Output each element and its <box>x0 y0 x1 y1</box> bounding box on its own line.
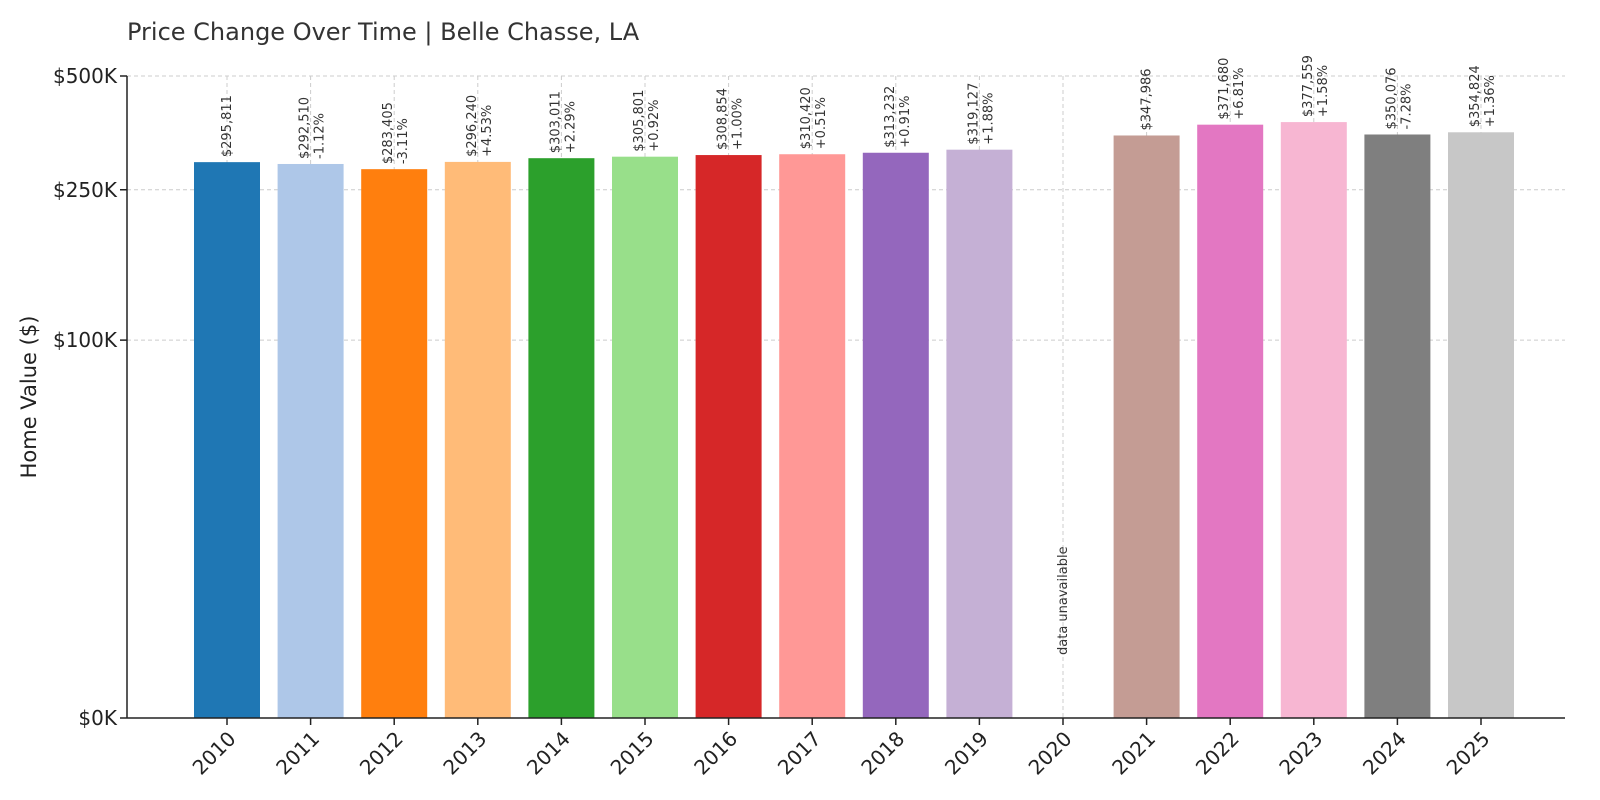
bar-label-group: $296,240 +4.53% <box>465 95 495 157</box>
x-tick-label: 2017 <box>773 727 826 780</box>
axes <box>126 76 1565 719</box>
y-tick-label: $100K <box>53 328 118 352</box>
change-label: -3.11% <box>396 118 411 164</box>
value-label: $354,824 <box>1468 65 1483 127</box>
bar-label-group: $377,559 +1.58% <box>1301 55 1331 117</box>
x-ticks: 2010 2011 2012 2013 2014 2015 2016 2017 2018 2019… <box>188 718 1495 780</box>
bar-2025 <box>1448 132 1514 718</box>
bar-2012 <box>361 169 428 718</box>
change-label: +2.29% <box>563 101 578 153</box>
bar-2019 <box>946 149 1013 719</box>
value-label: $292,510 <box>298 97 313 159</box>
bar-label-group: $295,811 <box>220 95 235 157</box>
change-label: +0.51% <box>814 97 829 149</box>
bar-2023 <box>1280 122 1347 718</box>
value-label: $347,986 <box>1140 68 1155 130</box>
bar-2021 <box>1113 135 1180 719</box>
change-label: +1.00% <box>731 98 746 150</box>
bar-label-group: $371,680 +6.81% <box>1217 58 1247 120</box>
x-tick-label: 2023 <box>1274 727 1327 780</box>
bar-label-group: $305,801 +0.92% <box>632 90 662 152</box>
missing-data-label: data unavailable <box>1056 546 1071 655</box>
bar-2022 <box>1197 124 1264 719</box>
x-tick-label: 2013 <box>438 727 491 780</box>
y-tick-label: $250K <box>53 178 118 202</box>
y-axis-label: Home Value ($) <box>17 316 41 479</box>
missing-label-group: data unavailable <box>1056 546 1071 655</box>
bar-label-group: $319,127 +1.88% <box>966 83 996 145</box>
bar-label-group: $303,011 +2.29% <box>548 91 578 153</box>
value-label: $319,127 <box>966 83 981 145</box>
value-label: $295,811 <box>220 95 235 157</box>
x-tick-label: 2014 <box>522 727 575 780</box>
change-label: -7.28% <box>1399 83 1414 129</box>
x-tick-label: 2020 <box>1024 727 1077 780</box>
bars <box>194 122 1514 719</box>
bar-label-group: $350,076 -7.28% <box>1384 67 1414 129</box>
x-tick-label: 2012 <box>355 727 408 780</box>
x-tick-label: 2011 <box>271 727 324 780</box>
x-tick-label: 2016 <box>689 727 742 780</box>
y-tick-label: $500K <box>53 64 118 88</box>
bar-label-group: $310,420 +0.51% <box>799 87 829 149</box>
change-label: +1.36% <box>1483 75 1498 127</box>
change-label: -1.12% <box>313 113 328 159</box>
x-tick-label: 2024 <box>1358 727 1411 780</box>
bar-label-group: $347,986 <box>1140 68 1155 130</box>
bar-label-group: $308,854 +1.00% <box>716 88 746 150</box>
bar-2010 <box>194 162 260 718</box>
value-label: $377,559 <box>1301 55 1316 117</box>
value-label: $313,232 <box>883 86 898 148</box>
value-label: $303,011 <box>548 91 563 153</box>
bar-2013 <box>444 161 511 719</box>
value-label: $305,801 <box>632 90 647 152</box>
change-label: +4.53% <box>480 105 495 157</box>
y-ticks: $0K $100K $250K $500K <box>53 64 127 730</box>
change-label: +1.58% <box>1316 65 1331 117</box>
bar-2011 <box>277 163 344 719</box>
x-tick-label: 2019 <box>940 727 993 780</box>
value-label: $310,420 <box>799 87 814 149</box>
chart-title: Price Change Over Time | Belle Chasse, L… <box>127 18 640 46</box>
x-tick-label: 2018 <box>856 727 909 780</box>
bar-labels: $295,811 $292,510 -1.12% $283,405 -3.11% $296… <box>220 55 1498 655</box>
bar-2016 <box>695 155 762 719</box>
bar-label-group: $354,824 +1.36% <box>1468 65 1498 127</box>
value-label: $296,240 <box>465 95 480 157</box>
x-tick-label: 2010 <box>188 727 241 780</box>
y-tick-label: $0K <box>78 706 117 730</box>
change-label: +6.81% <box>1232 67 1247 119</box>
bar-2017 <box>779 154 846 718</box>
x-tick-label: 2021 <box>1107 727 1160 780</box>
value-label: $308,854 <box>716 88 731 150</box>
bar-label-group: $283,405 -3.11% <box>381 102 411 164</box>
bar-2018 <box>862 152 929 719</box>
bar-label-group: $313,232 +0.91% <box>883 86 913 148</box>
bar-2024 <box>1364 134 1431 718</box>
value-label: $350,076 <box>1384 67 1399 129</box>
change-label: +0.92% <box>647 99 662 151</box>
value-label: $283,405 <box>381 102 396 164</box>
bar-2015 <box>612 156 678 718</box>
bar-label-group: $292,510 -1.12% <box>298 97 328 159</box>
x-tick-label: 2025 <box>1442 727 1495 780</box>
value-label: $371,680 <box>1217 58 1232 120</box>
bar-2014 <box>528 158 595 719</box>
change-label: +1.88% <box>981 92 996 144</box>
change-label: +0.91% <box>898 96 913 148</box>
x-tick-label: 2022 <box>1191 727 1244 780</box>
x-tick-label: 2015 <box>606 727 659 780</box>
